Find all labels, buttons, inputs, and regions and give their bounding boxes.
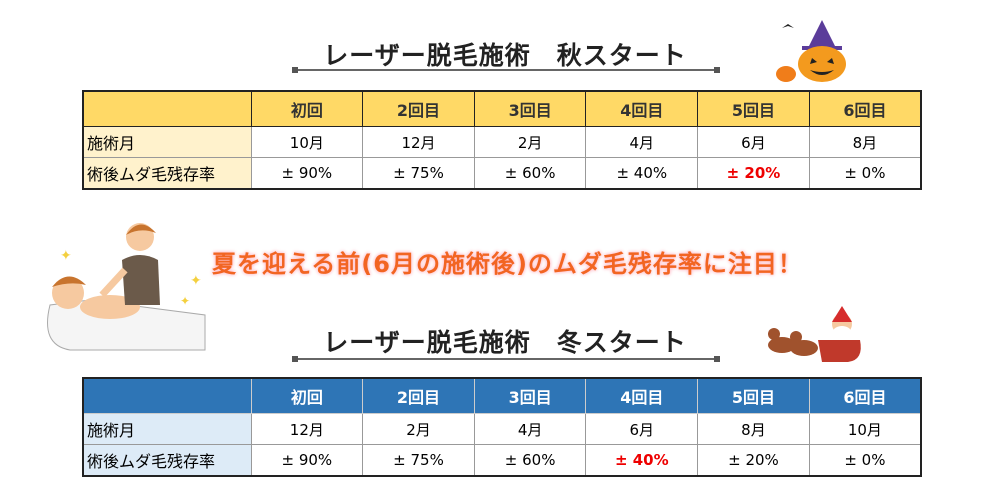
header-cell: 4回目 — [585, 90, 699, 127]
massage-illustration-icon: ✦ ✦ ✦ — [47, 223, 206, 351]
header-cell: 2回目 — [362, 90, 475, 127]
header-cell: 初回 — [250, 90, 364, 127]
header-corner — [82, 90, 252, 127]
header-cell: 5回目 — [697, 90, 810, 127]
svg-text:✦: ✦ — [180, 294, 190, 308]
catchphrase: 夏を迎える前(6月の施術後)のムダ毛残存率に注目！ — [212, 250, 803, 278]
table-header-row: 初回 2回目 3回目 4回目 5回目 6回目 — [82, 377, 922, 414]
month-cell: 8月 — [808, 126, 922, 158]
row-label: 施術月 — [82, 126, 252, 158]
row-label: 施術月 — [82, 413, 252, 445]
rate-cell-highlight: ± 20% — [697, 157, 810, 190]
autumn-schedule-table: 初回 2回目 3回目 4回目 5回目 6回目 施術月 10月 12月 2月 4月… — [82, 90, 922, 190]
header-cell: 4回目 — [585, 377, 699, 414]
header-corner — [82, 377, 252, 414]
table-header-row: 初回 2回目 3回目 4回目 5回目 6回目 — [82, 90, 922, 127]
rate-cell: ± 0% — [808, 444, 922, 477]
row-label: 術後ムダ毛残存率 — [82, 444, 252, 477]
month-cell: 2月 — [362, 413, 475, 445]
rate-cell: ± 75% — [362, 157, 475, 190]
header-cell: 3回目 — [473, 90, 587, 127]
month-cell: 8月 — [697, 413, 810, 445]
autumn-title: レーザー脱毛施術 秋スタート — [323, 41, 687, 70]
svg-text:✦: ✦ — [190, 273, 202, 289]
rate-cell: ± 40% — [585, 157, 699, 190]
table-row: 施術月 12月 2月 4月 6月 8月 10月 — [82, 413, 922, 445]
row-label: 術後ムダ毛残存率 — [82, 157, 252, 190]
rate-cell: ± 60% — [473, 444, 587, 477]
rate-cell: ± 0% — [808, 157, 922, 190]
month-cell: 12月 — [362, 126, 475, 158]
header-cell: 6回目 — [808, 90, 922, 127]
header-cell: 初回 — [250, 377, 364, 414]
header-cell: 5回目 — [697, 377, 810, 414]
header-cell: 3回目 — [473, 377, 587, 414]
winter-schedule-table: 初回 2回目 3回目 4回目 5回目 6回目 施術月 12月 2月 4月 6月 … — [82, 377, 922, 477]
rate-cell: ± 75% — [362, 444, 475, 477]
header-cell: 2回目 — [362, 377, 475, 414]
rate-cell: ± 60% — [473, 157, 587, 190]
month-cell: 12月 — [250, 413, 364, 445]
month-cell: 2月 — [473, 126, 587, 158]
halloween-pumpkin-icon — [776, 20, 846, 82]
month-cell: 4月 — [473, 413, 587, 445]
table-row: 術後ムダ毛残存率 ± 90% ± 75% ± 60% ± 40% ± 20% ±… — [82, 157, 922, 190]
month-cell: 6月 — [585, 413, 699, 445]
month-cell: 4月 — [585, 126, 699, 158]
autumn-title-rule — [292, 67, 720, 73]
santa-sleigh-icon — [768, 306, 861, 362]
rate-cell-highlight: ± 40% — [585, 444, 699, 477]
month-cell: 10月 — [250, 126, 364, 158]
winter-title-rule — [292, 356, 720, 362]
month-cell: 10月 — [808, 413, 922, 445]
rate-cell: ± 20% — [697, 444, 810, 477]
winter-title: レーザー脱毛施術 冬スタート — [323, 328, 687, 357]
header-cell: 6回目 — [808, 377, 922, 414]
svg-text:✦: ✦ — [60, 248, 72, 264]
rate-cell: ± 90% — [250, 444, 364, 477]
table-row: 施術月 10月 12月 2月 4月 6月 8月 — [82, 126, 922, 158]
table-row: 術後ムダ毛残存率 ± 90% ± 75% ± 60% ± 40% ± 20% ±… — [82, 444, 922, 477]
rate-cell: ± 90% — [250, 157, 364, 190]
month-cell: 6月 — [697, 126, 810, 158]
